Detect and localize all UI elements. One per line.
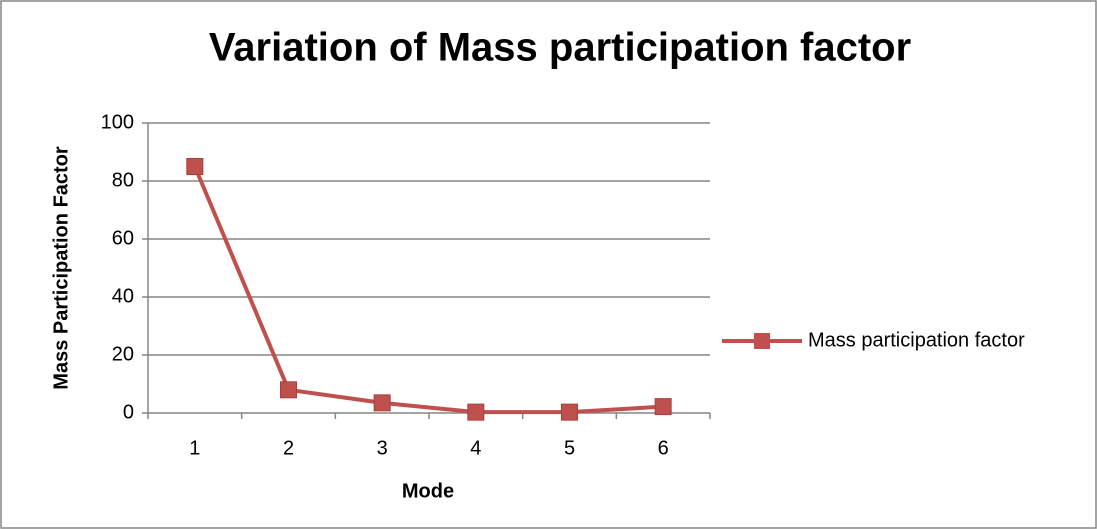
- y-tick-label: 100: [101, 111, 134, 133]
- x-tick-label: 5: [564, 437, 575, 459]
- series-line: [192, 165, 664, 415]
- y-axis-title: Mass Participation Factor: [50, 146, 72, 390]
- legend-label: Mass participation factor: [808, 329, 1025, 351]
- legend-marker: [754, 333, 770, 349]
- x-tick-label: 2: [283, 437, 294, 459]
- y-tick-label: 40: [112, 285, 134, 307]
- point-marker: [280, 381, 297, 399]
- chart-title: Variation of Mass participation factor: [209, 26, 911, 70]
- point-marker: [561, 403, 578, 421]
- x-tick-label: 4: [470, 437, 481, 459]
- point-marker: [373, 394, 391, 412]
- y-tick-label: 0: [123, 401, 134, 423]
- point-marker: [186, 158, 204, 175]
- point-marker: [654, 398, 672, 416]
- y-tick-label: 20: [112, 343, 134, 365]
- x-tick-label: 6: [658, 437, 669, 459]
- x-tick-label: 3: [377, 437, 388, 459]
- point-marker: [467, 403, 485, 421]
- x-axis-title: Mode: [402, 480, 454, 502]
- x-tick-label: 1: [189, 437, 200, 459]
- y-tick-label: 80: [112, 169, 134, 191]
- y-tick-label: 60: [112, 227, 134, 249]
